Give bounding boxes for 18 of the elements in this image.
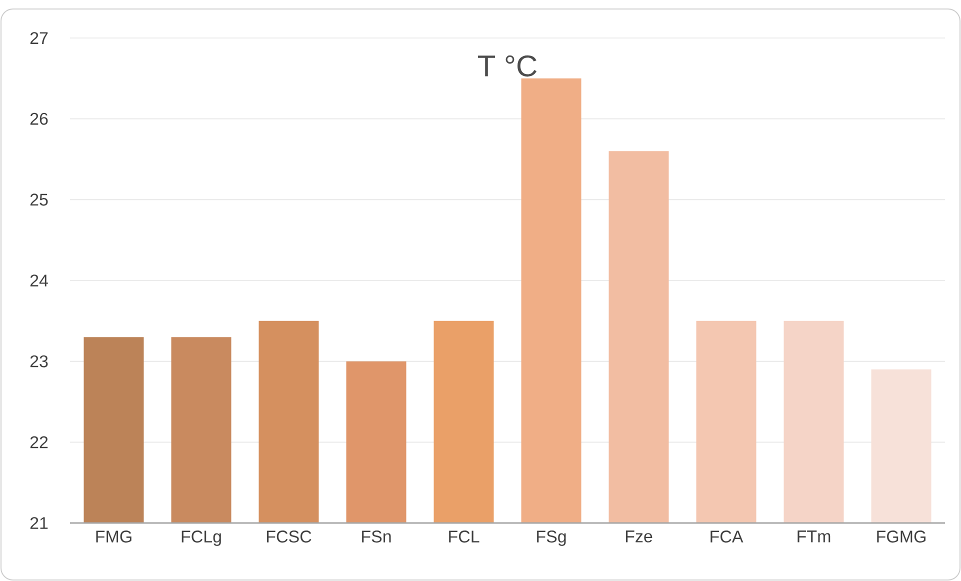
x-tick-label: FCLg [182,530,221,546]
x-tick-label: FMG [96,530,132,543]
x-tick-label: FCL [449,530,480,543]
y-tick-label: 26 [30,112,48,125]
x-tick-label: FGMG [877,530,926,543]
x-tick-label: FCSC [267,530,312,543]
y-tick-label: 24 [30,274,48,286]
x-tick-label: Fze [626,530,652,542]
x-tick-label: FTm [798,530,830,542]
y-tick-label: 25 [30,194,48,206]
chart-title: T °C [478,55,537,77]
x-tick-label: FCA [710,530,744,543]
y-tick-label: 22 [30,436,48,448]
y-tick-label: 27 [30,32,48,44]
y-tick-label: 23 [30,355,48,368]
x-tick-label: FSg [537,530,566,546]
x-tick-label: FSn [362,530,391,543]
y-tick-label: 21 [30,517,48,529]
